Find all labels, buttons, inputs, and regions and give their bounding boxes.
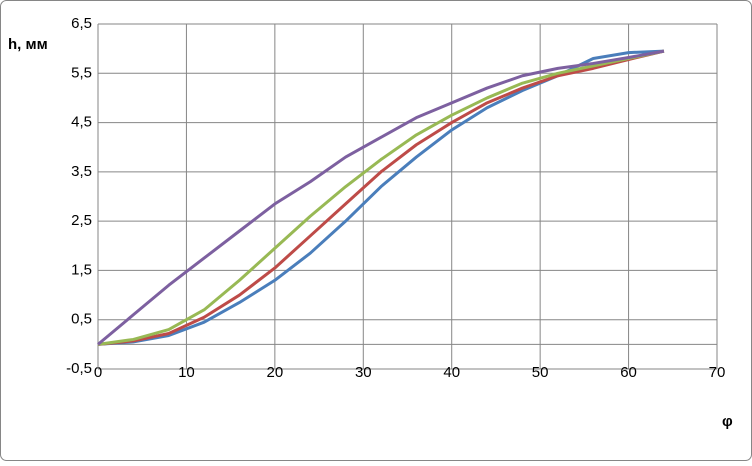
y-tick-label: 3,5 xyxy=(71,163,92,180)
x-tick-label: 10 xyxy=(178,364,195,381)
x-tick-label: 20 xyxy=(267,364,284,381)
y-tick-label: 6,5 xyxy=(71,15,92,32)
x-tick-label: 40 xyxy=(443,364,460,381)
line-series xyxy=(97,49,665,346)
x-tick-label: 30 xyxy=(355,364,372,381)
y-tick-label: 2,5 xyxy=(71,212,92,229)
y-tick-label: 5,5 xyxy=(71,64,92,81)
y-tick-label: 0,5 xyxy=(71,311,92,328)
y-axis-label: h, мм xyxy=(8,36,48,53)
y-tick-label: 1,5 xyxy=(71,261,92,278)
line-series xyxy=(97,49,665,346)
x-tick-label: 0 xyxy=(94,364,102,381)
line-series xyxy=(97,49,665,346)
x-tick-label: 50 xyxy=(532,364,549,381)
x-axis-label: φ xyxy=(722,413,733,430)
x-tick-label: 60 xyxy=(620,364,637,381)
y-tick-label: -0,5 xyxy=(66,360,92,377)
y-tick-label: 4,5 xyxy=(71,114,92,131)
x-tick-label: 70 xyxy=(709,364,726,381)
